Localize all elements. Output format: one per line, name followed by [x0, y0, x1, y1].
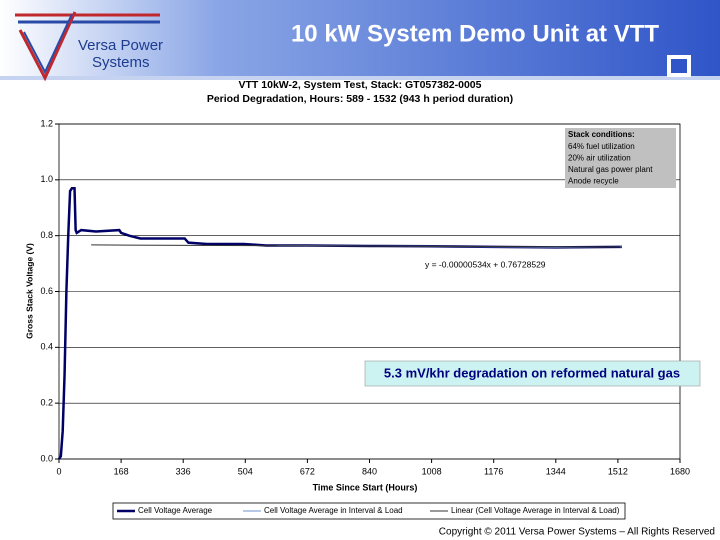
- copyright: Copyright © 2011 Versa Power Systems – A…: [439, 527, 715, 538]
- highlight-box: [364, 360, 701, 387]
- y-axis-label: Gross Stack Voltage (V): [24, 243, 34, 339]
- x-tick-label: 168: [114, 466, 129, 476]
- logo-text: Versa Power: [78, 37, 163, 54]
- series-line: [91, 244, 621, 248]
- conditions-line: Anode recycle: [568, 177, 619, 186]
- x-tick-label: 1344: [546, 466, 566, 476]
- y-tick-label: 0.2: [40, 398, 53, 408]
- x-tick-label: 1008: [422, 466, 442, 476]
- legend: [112, 502, 626, 520]
- x-tick-label: 0: [56, 466, 61, 476]
- highlight-text: 5.3 mV/khr degradation on reformed natur…: [384, 365, 680, 380]
- x-tick-label: 336: [176, 466, 191, 476]
- y-tick-label: 1.0: [40, 174, 53, 184]
- x-tick-label: 1512: [608, 466, 628, 476]
- logo: [15, 11, 160, 82]
- icon: [671, 59, 687, 73]
- x-tick-label: 1680: [670, 466, 690, 476]
- conditions-line: 64% fuel utilization: [568, 142, 635, 151]
- x-tick-label: 840: [362, 466, 377, 476]
- y-tick-label: 0.0: [40, 453, 53, 463]
- conditions-line: Natural gas power plant: [568, 165, 653, 174]
- header-rule: [0, 76, 720, 80]
- x-tick-label: 504: [238, 466, 253, 476]
- slide-title: 10 kW System Demo Unit at VTT: [291, 20, 659, 47]
- legend-label: Linear (Cell Voltage Average in Interval…: [451, 506, 620, 515]
- y-tick-label: 0.4: [40, 342, 53, 352]
- chart-title: VTT 10kW-2, System Test, Stack: GT057382…: [239, 79, 482, 91]
- header-band: [0, 0, 720, 76]
- y-tick-label: 0.8: [40, 230, 53, 240]
- y-tick-label: 0.6: [40, 286, 53, 296]
- chart-subtitle: Period Degradation, Hours: 589 - 1532 (9…: [207, 93, 513, 105]
- logo-text: Systems: [92, 54, 150, 71]
- conditions-title: Stack conditions:: [568, 130, 635, 139]
- legend-label: Cell Voltage Average in Interval & Load: [264, 506, 403, 515]
- x-axis-label: Time Since Start (Hours): [313, 482, 418, 492]
- conditions-box: [565, 128, 676, 188]
- equation: y = -0.00000534x + 0.76728529: [425, 259, 546, 269]
- x-tick-label: 1176: [484, 466, 503, 476]
- legend-label: Cell Voltage Average: [138, 506, 213, 515]
- y-tick-label: 1.2: [40, 118, 53, 128]
- conditions-line: 20% air utilization: [568, 154, 631, 163]
- x-tick-label: 672: [300, 466, 315, 476]
